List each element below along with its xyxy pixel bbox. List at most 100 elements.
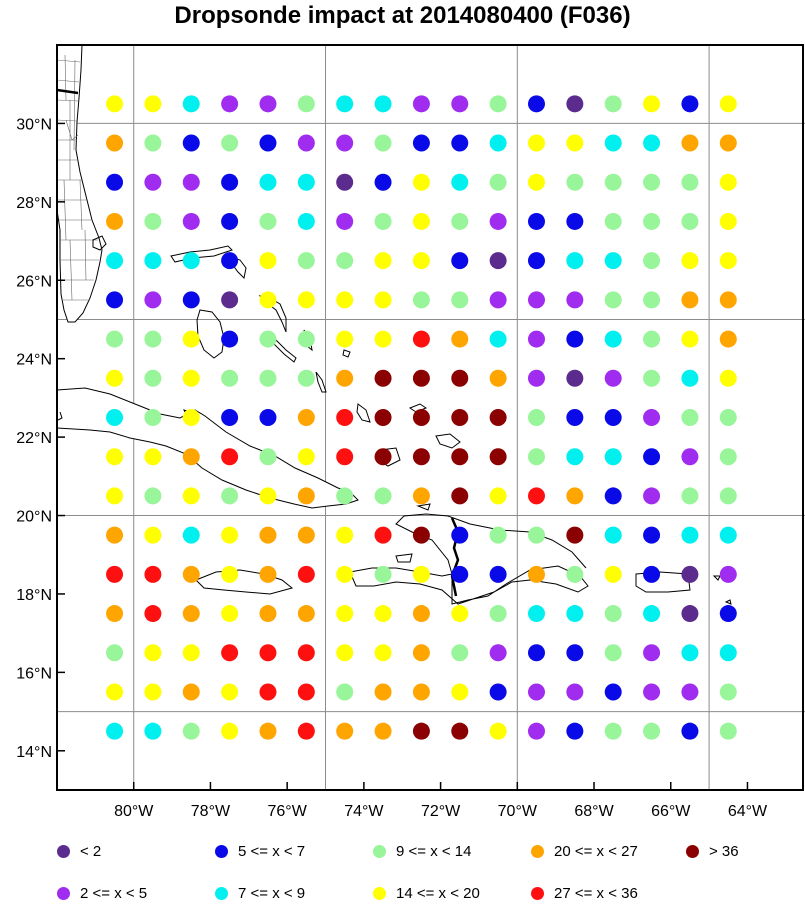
legend-label: 2 <= x < 5	[80, 884, 148, 902]
impact-point	[566, 173, 584, 191]
grand-bahama	[170, 245, 233, 263]
impact-point	[489, 212, 507, 230]
impact-point	[451, 134, 469, 152]
impact-point	[336, 487, 354, 505]
impact-points	[106, 95, 737, 740]
impact-point	[681, 448, 699, 466]
impact-point	[489, 565, 507, 583]
impact-point	[643, 173, 661, 191]
impact-point	[221, 644, 239, 662]
impact-point	[144, 487, 162, 505]
impact-point	[451, 409, 469, 426]
impact-point	[221, 252, 239, 270]
impact-point	[643, 369, 661, 387]
impact-point	[643, 526, 661, 544]
impact-point	[719, 644, 737, 662]
impact-point	[259, 173, 277, 191]
impact-point	[643, 212, 661, 230]
impact-point	[182, 722, 200, 740]
puerto-rico-coastline	[635, 571, 691, 593]
impact-point	[643, 409, 661, 426]
impact-point	[297, 134, 315, 152]
impact-point	[604, 722, 622, 740]
impact-point	[719, 683, 737, 701]
impact-point	[221, 683, 239, 701]
x-tick-label: 66°W	[651, 803, 691, 820]
impact-point	[374, 526, 392, 544]
florida-county-lines	[57, 54, 99, 301]
impact-point	[527, 252, 545, 270]
impact-point	[144, 173, 162, 191]
impact-point	[182, 212, 200, 230]
impact-point	[681, 565, 699, 583]
impact-point	[297, 526, 315, 544]
impact-point	[221, 369, 239, 387]
impact-point	[297, 95, 315, 113]
impact-point	[489, 448, 507, 466]
impact-point	[451, 173, 469, 191]
georgia-border	[57, 88, 79, 95]
impact-point	[681, 722, 699, 740]
impact-point	[221, 565, 239, 583]
impact-point	[527, 683, 545, 701]
impact-point	[681, 409, 699, 426]
impact-point	[566, 409, 584, 426]
legend-swatch	[373, 844, 386, 858]
impact-point	[527, 526, 545, 544]
impact-point	[489, 95, 507, 113]
impact-point	[719, 330, 737, 348]
impact-point	[297, 173, 315, 191]
impact-point	[374, 644, 392, 662]
impact-point	[681, 605, 699, 623]
impact-point	[106, 291, 124, 309]
impact-point	[719, 722, 737, 740]
impact-point	[451, 448, 469, 466]
impact-point	[182, 173, 200, 191]
impact-point	[681, 291, 699, 309]
impact-point	[451, 526, 469, 544]
impact-point	[106, 134, 124, 152]
impact-point	[604, 369, 622, 387]
impact-point	[566, 644, 584, 662]
impact-point	[451, 291, 469, 309]
impact-point	[374, 291, 392, 309]
plot-frame	[56, 44, 804, 791]
impact-point	[489, 134, 507, 152]
impact-point	[297, 605, 315, 623]
legend-swatch	[57, 886, 70, 900]
impact-point	[451, 487, 469, 505]
impact-point	[106, 95, 124, 113]
legend-item: 7 <= x < 9	[215, 882, 305, 904]
impact-point	[604, 409, 622, 426]
impact-point	[719, 252, 737, 270]
x-tick-label: 76°W	[268, 803, 308, 820]
impact-point	[182, 644, 200, 662]
florida-coastline	[57, 45, 103, 323]
isla-de-la-juventud	[57, 411, 63, 421]
legend-label: > 36	[709, 842, 739, 860]
y-tick-label: 18°N	[16, 587, 52, 604]
impact-point	[412, 722, 430, 740]
impact-point	[374, 95, 392, 113]
impact-point	[221, 487, 239, 505]
impact-point	[643, 330, 661, 348]
impact-point	[643, 487, 661, 505]
impact-point	[182, 291, 200, 309]
impact-point	[681, 134, 699, 152]
impact-point	[604, 95, 622, 113]
impact-point	[336, 134, 354, 152]
impact-point	[259, 644, 277, 662]
impact-point	[681, 526, 699, 544]
impact-point	[412, 95, 430, 113]
impact-point	[106, 487, 124, 505]
impact-point	[412, 330, 430, 348]
impact-point	[643, 134, 661, 152]
impact-point	[566, 252, 584, 270]
impact-point	[182, 448, 200, 466]
impact-point	[604, 291, 622, 309]
impact-point	[604, 565, 622, 583]
exuma-chain	[267, 331, 297, 363]
impact-point	[604, 212, 622, 230]
impact-point	[374, 330, 392, 348]
impact-point	[182, 369, 200, 387]
